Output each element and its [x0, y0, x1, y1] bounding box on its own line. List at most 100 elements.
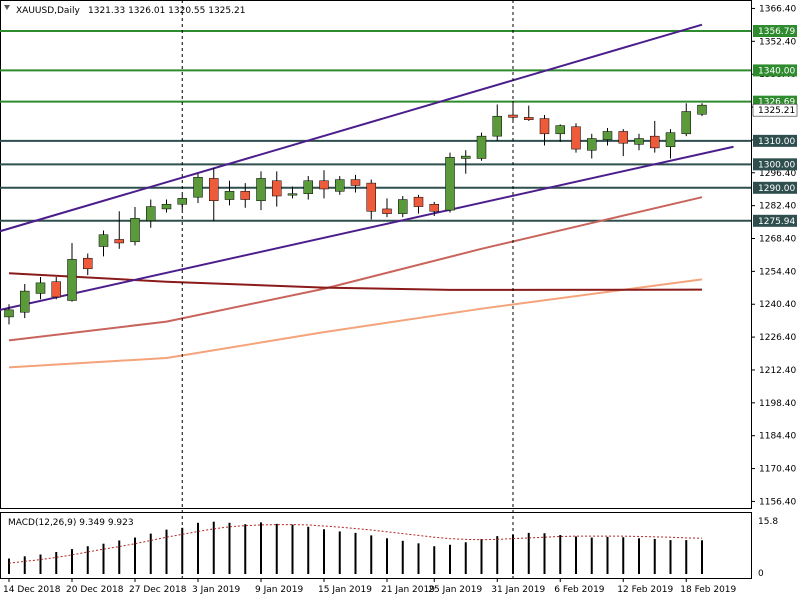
candle-body-17: [272, 180, 282, 197]
header-arrow-icon: [4, 5, 10, 10]
x-tick-label-11: 18 Feb 2019: [680, 585, 736, 595]
x-tick-label-6: 21 Jan 2019: [381, 585, 435, 595]
y-tick-label-1: 1352.40: [759, 37, 796, 47]
candle-body-40: [634, 138, 644, 145]
last-price-box: [752, 103, 798, 117]
level-label-2: 1326.69: [758, 98, 795, 108]
candle-body-14: [224, 191, 235, 200]
candle-body-41: [650, 135, 660, 149]
candle-body-42: [665, 132, 676, 147]
last-price-label: 1325.21: [758, 106, 795, 116]
level-label-box-5: [753, 181, 797, 194]
candle-body-8: [130, 218, 140, 243]
channel-line-1: [0, 145, 734, 311]
candle-body-33: [524, 117, 534, 120]
candle-body-30: [476, 135, 487, 159]
candle-body-31: [492, 115, 502, 137]
candle-body-5: [83, 257, 93, 270]
macd-scale-zero: 0: [758, 569, 764, 579]
y-tick-label-10: 1226.40: [759, 333, 796, 343]
candle-body-0: [4, 309, 14, 318]
y-tick-label-7: 1268.40: [759, 235, 796, 245]
candle-body-28: [445, 157, 455, 211]
candle-body-16: [256, 178, 266, 201]
candle-body-32: [508, 114, 518, 118]
level-label-1: 1340.00: [758, 66, 795, 76]
candle-body-11: [177, 198, 187, 205]
candle-body-13: [209, 178, 219, 201]
level-label-6: 1275.94: [758, 217, 795, 227]
x-tick-label-9: 6 Feb 2019: [554, 585, 605, 595]
x-tick-label-7: 25 Jan 2019: [428, 585, 482, 595]
candle-body-3: [51, 281, 61, 298]
level-label-5: 1290.00: [758, 184, 795, 194]
candle-body-1: [20, 290, 30, 313]
candle-body-24: [382, 208, 392, 214]
candle-body-27: [429, 203, 439, 212]
ma-fast-line: [8, 278, 703, 369]
y-tick-label-12: 1198.40: [759, 399, 796, 409]
chart-header-ohlc: 1321.33 1326.01 1320.55 1325.21: [88, 6, 245, 16]
y-tick-label-5: 1296.40: [759, 169, 796, 179]
x-tick-label-2: 27 Dec 2018: [129, 585, 187, 595]
level-label-box-0: [753, 25, 797, 38]
x-tick-label-0: 14 Dec 2018: [3, 585, 61, 595]
level-label-box-1: [753, 64, 797, 77]
ma-slow-line: [8, 272, 703, 291]
x-tick-label-10: 12 Feb 2019: [617, 585, 673, 595]
candle-body-21: [335, 179, 345, 192]
level-label-box-6: [753, 214, 797, 227]
x-tick-label-3: 3 Jan 2019: [192, 585, 240, 595]
candle-body-4: [67, 259, 77, 301]
ma-mid-line: [8, 196, 703, 342]
chart-header-symbol: XAUUSD,Daily: [16, 6, 80, 16]
candle-body-15: [240, 191, 250, 200]
candle-body-7: [114, 239, 124, 244]
candle-body-38: [602, 131, 613, 140]
candle-body-25: [398, 199, 408, 214]
x-tick-label-1: 20 Dec 2018: [66, 585, 124, 595]
candle-body-44: [697, 104, 707, 115]
macd-panel-frame: [0, 512, 752, 579]
candle-body-12: [193, 176, 203, 198]
candle-body-2: [35, 282, 46, 294]
level-label-0: 1356.79: [758, 27, 795, 37]
candle-body-29: [461, 155, 471, 159]
macd-label: MACD(12,26,9) 9.349 9.923: [8, 518, 134, 528]
candle-body-18: [287, 193, 298, 196]
y-tick-label-8: 1254.40: [759, 267, 796, 277]
candle-body-26: [413, 196, 424, 207]
macd-signal-line: [8, 524, 703, 564]
level-label-box-3: [753, 134, 797, 147]
candle-body-35: [555, 125, 565, 135]
candle-body-43: [681, 111, 691, 135]
macd-scale-top: 15.8: [758, 517, 778, 527]
y-tick-label-11: 1212.40: [759, 366, 796, 376]
x-tick-label-8: 31 Jan 2019: [491, 585, 545, 595]
y-tick-label-13: 1184.40: [759, 432, 796, 442]
candle-body-39: [618, 131, 628, 144]
candle-body-10: [161, 203, 172, 210]
level-label-4: 1300.00: [758, 160, 795, 170]
y-tick-label-6: 1282.40: [759, 202, 796, 212]
y-tick-label-14: 1170.40: [759, 465, 796, 475]
y-tick-label-9: 1240.40: [759, 300, 796, 310]
candle-body-6: [98, 234, 109, 247]
candle-body-9: [146, 206, 156, 221]
candle-body-19: [303, 180, 313, 194]
level-label-3: 1310.00: [758, 137, 795, 147]
channel-line-0: [0, 23, 703, 233]
candle-body-20: [319, 180, 329, 190]
candle-body-23: [366, 182, 376, 212]
level-label-box-4: [753, 158, 797, 171]
candle-body-22: [350, 179, 361, 186]
candle-body-36: [571, 126, 581, 150]
candle-body-37: [587, 138, 597, 151]
y-tick-label-15: 1156.40: [759, 497, 796, 507]
x-tick-label-5: 15 Jan 2019: [318, 585, 372, 595]
candle-body-34: [539, 118, 550, 135]
y-tick-label-0: 1366.40: [759, 4, 796, 14]
main-panel-frame: [0, 0, 752, 509]
